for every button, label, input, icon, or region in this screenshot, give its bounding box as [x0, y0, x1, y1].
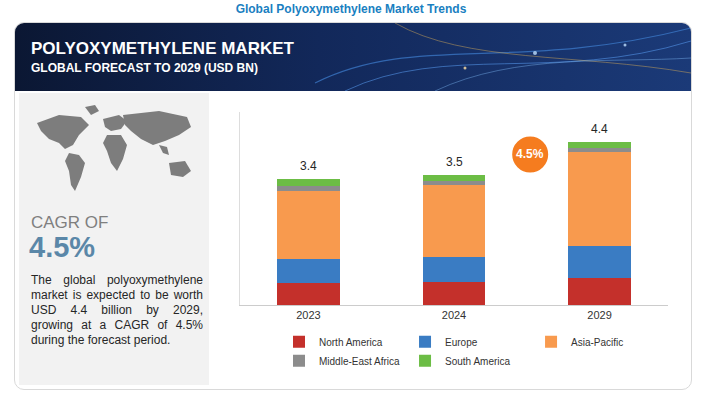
svg-text:Asia-Pacific: Asia-Pacific	[571, 337, 623, 348]
svg-text:South America: South America	[445, 356, 510, 367]
svg-text:3.4: 3.4	[300, 159, 317, 173]
svg-text:2023: 2023	[296, 309, 320, 321]
html-text:POLYOXYMETHYLENE MARKET: POLYOXYMETHYLENE MARKET	[31, 39, 294, 58]
html-text:GLOBAL FORECAST TO 2029 (USD B: GLOBAL FORECAST TO 2029 (USD BN)	[31, 61, 258, 75]
svg-text:4.5%: 4.5%	[516, 147, 544, 161]
svg-text:2024: 2024	[442, 309, 466, 321]
html-text:Global Polyoxymethylene Market: Global Polyoxymethylene Market Trends	[235, 2, 467, 16]
svg-text:4.4: 4.4	[591, 122, 608, 136]
svg-text:3.5: 3.5	[446, 155, 463, 169]
html-text:CAGR OF: CAGR OF	[31, 213, 109, 232]
svg-text:2029: 2029	[587, 309, 611, 321]
html-text:4.5%: 4.5%	[29, 231, 96, 263]
html-text:The global polyoxymethylene ma: The global polyoxymethylene market is ex…	[31, 273, 203, 347]
svg-text:North America: North America	[319, 337, 383, 348]
svg-text:Middle-East Africa: Middle-East Africa	[319, 356, 400, 367]
svg-text:Europe: Europe	[445, 337, 478, 348]
